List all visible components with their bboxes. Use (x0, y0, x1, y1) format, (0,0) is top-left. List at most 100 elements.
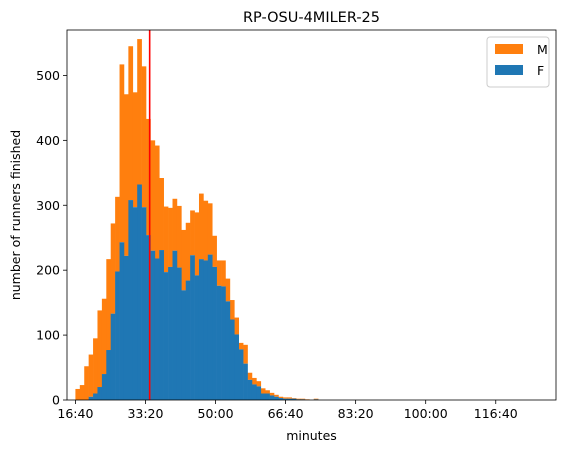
bar-m (247, 372, 253, 380)
bar-m (203, 200, 209, 261)
x-axis-ticks: 16:40 33:20 50:00 66:40 83:20 100:00 116:40 (57, 400, 518, 421)
bar-f (128, 200, 134, 400)
bar-f (207, 254, 213, 400)
bar-m (234, 317, 240, 335)
bar-m (207, 203, 213, 255)
bar-f (106, 350, 112, 400)
bar-m (88, 354, 94, 397)
bar-f (212, 266, 217, 400)
x-tick-label: 100:00 (404, 406, 448, 421)
y-axis-ticks: 0 100 200 300 400 500 (36, 68, 67, 408)
bar-f (190, 255, 195, 400)
bar-m (84, 366, 89, 400)
bar-m (168, 207, 173, 267)
y-tick-label: 500 (36, 68, 60, 83)
x-axis-label: minutes (286, 428, 337, 443)
bar-f (163, 272, 169, 400)
bar-m (176, 205, 182, 268)
bar-f (247, 379, 253, 400)
x-tick-label: 16:40 (57, 406, 93, 421)
bar-m (181, 229, 187, 291)
bar-m (119, 64, 125, 243)
bar-f (225, 301, 231, 400)
y-tick-label: 300 (36, 198, 60, 213)
legend-swatch-f (495, 65, 523, 75)
bar-f (159, 250, 164, 400)
bar-m (282, 397, 288, 399)
bar-f (123, 255, 129, 400)
x-tick-label: 50:00 (198, 406, 234, 421)
y-tick-label: 400 (36, 133, 60, 148)
bar-m (123, 94, 129, 256)
series-f-bars (88, 184, 319, 400)
bar-f (287, 398, 292, 400)
x-tick-label: 83:20 (338, 406, 374, 421)
bar-m (101, 298, 107, 375)
bar-f (234, 334, 240, 400)
bar-m (260, 388, 266, 394)
bar-f (146, 235, 151, 400)
bar-f (185, 280, 191, 400)
bar-f (115, 271, 120, 400)
bar-m (110, 223, 116, 314)
bar-m (163, 206, 169, 273)
bar-m (137, 39, 142, 185)
bar-f (97, 387, 103, 400)
bar-m (154, 145, 160, 259)
legend-label-m: M (537, 42, 548, 57)
bar-m (146, 118, 151, 236)
bar-m (172, 198, 178, 251)
bar-f (269, 395, 275, 400)
bar-m (229, 300, 235, 320)
bar-f (132, 207, 138, 400)
bar-m (93, 338, 98, 394)
bar-f (251, 384, 257, 400)
y-tick-label: 200 (36, 263, 60, 278)
bar-f (278, 398, 284, 400)
bar-m (287, 397, 292, 399)
bar-m (115, 196, 120, 272)
bar-f (137, 184, 142, 400)
bar-f (243, 363, 248, 400)
bar-f (176, 267, 182, 400)
bar-m (269, 392, 275, 396)
bar-f (88, 396, 94, 400)
x-tick-label: 116:40 (474, 406, 518, 421)
bar-m (243, 344, 248, 364)
bar-f (172, 250, 178, 400)
bar-m (79, 385, 85, 400)
bar-m (265, 390, 270, 394)
bar-f (110, 313, 116, 400)
bar-f (194, 275, 200, 400)
bar-m (132, 92, 138, 208)
bar-f (203, 260, 209, 400)
bar-m (278, 396, 284, 399)
bar-f (221, 286, 226, 400)
bar-m (150, 140, 156, 251)
bar-m (225, 278, 231, 302)
bar-m (216, 260, 222, 286)
bar-m (291, 398, 297, 399)
bar-f (291, 398, 297, 400)
bar-f (119, 242, 125, 400)
bar-m (212, 235, 217, 267)
bar-m (296, 398, 301, 400)
y-axis-label: number of runners finished (8, 130, 23, 300)
bar-m (238, 342, 244, 350)
legend: MF (486, 36, 550, 88)
y-tick-label: 100 (36, 328, 60, 343)
bar-f (256, 386, 262, 400)
bar-f (282, 398, 288, 400)
bar-m (221, 260, 226, 287)
legend-label-f: F (537, 63, 544, 78)
bar-f (238, 349, 244, 400)
bar-f (154, 258, 160, 400)
bar-m (256, 381, 262, 387)
bar-f (181, 290, 187, 400)
bar-f (101, 374, 107, 400)
bar-f (150, 250, 156, 400)
bar-f (93, 393, 98, 400)
bar-m (194, 212, 200, 276)
plot-frame (66, 29, 557, 401)
